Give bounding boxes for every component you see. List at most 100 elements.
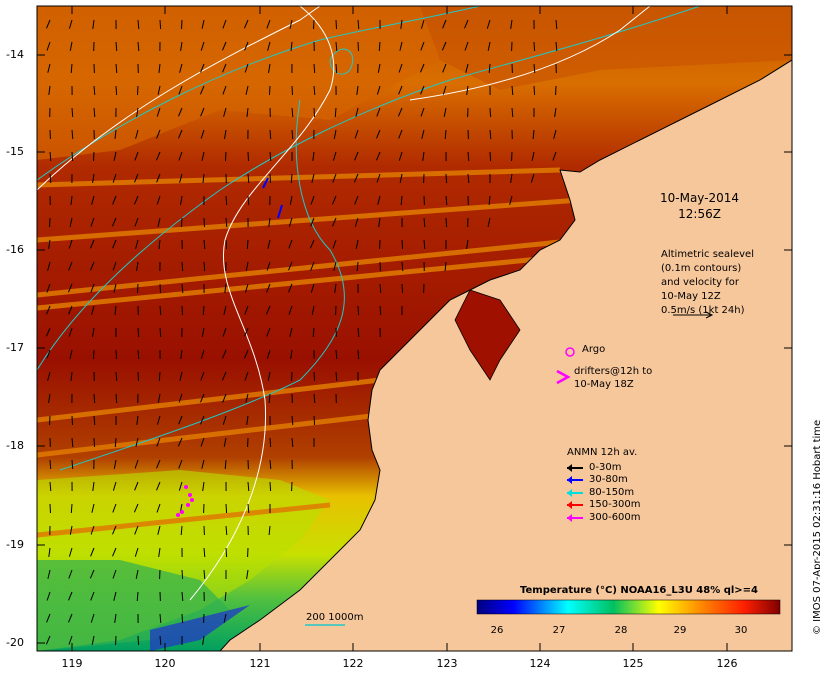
velocity-arrow [203, 217, 205, 228]
velocity-arrow [378, 217, 381, 227]
imos-credit: © IMOS 07-Apr-2015 02:31:16 Hobart time [812, 419, 820, 635]
velocity-arrow [288, 283, 293, 293]
velocity-arrow [222, 63, 227, 73]
anmn-depth-label: 80-150m [589, 486, 635, 498]
velocity-arrow [245, 261, 249, 271]
colorbar-tick: 27 [552, 625, 566, 636]
velocity-arrow [70, 371, 73, 381]
y-tick-label: -18 [6, 439, 24, 452]
velocity-arrow [156, 129, 161, 139]
velocity-arrow [288, 239, 293, 249]
velocity-arrow [46, 41, 51, 51]
velocity-arrow [224, 591, 227, 602]
anmn-legend-item: 300-600m [567, 512, 641, 525]
velocity-arrow [444, 129, 447, 140]
velocity-arrow [68, 261, 73, 271]
velocity-arrow [487, 217, 491, 227]
velocity-arrow [356, 85, 359, 95]
velocity-arrow [179, 63, 183, 73]
velocity-arrow [291, 129, 294, 140]
velocity-arrow [552, 151, 557, 161]
velocity-arrow [68, 547, 73, 557]
observation-date: 10-May-2014 12:56Z [660, 190, 739, 222]
velocity-arrow [420, 41, 425, 51]
drifters-line: drifters@12h to [574, 366, 653, 377]
velocity-arrow [398, 129, 403, 139]
velocity-arrow [156, 503, 161, 513]
velocity-arrow [269, 173, 271, 184]
colorbar-tick: 26 [490, 625, 504, 636]
velocity-arrow [178, 129, 183, 139]
velocity-arrow [246, 415, 249, 425]
velocity-arrow [376, 85, 381, 95]
scale-bar-label: 200 1000m [306, 612, 364, 623]
velocity-arrow [223, 107, 227, 117]
velocity-arrow [379, 305, 382, 316]
velocity-arrow [70, 63, 73, 74]
velocity-arrow [533, 41, 536, 52]
velocity-arrow [268, 217, 271, 227]
velocity-arrow [357, 19, 360, 30]
altimetry-line: 10-May 12Z [661, 291, 721, 302]
velocity-arrow [181, 217, 183, 228]
velocity-arrow [269, 459, 272, 470]
x-tick-label: 122 [342, 657, 364, 670]
velocity-arrow [247, 503, 250, 514]
velocity-arrow [489, 151, 492, 162]
velocity-arrow [333, 261, 337, 271]
velocity-arrow [288, 261, 293, 271]
velocity-arrow [137, 327, 140, 338]
velocity-arrow [554, 107, 557, 117]
velocity-arrow [159, 19, 162, 30]
velocity-arrow [291, 437, 294, 448]
velocity-arrow [93, 437, 95, 448]
velocity-arrow [332, 151, 337, 161]
velocity-arrow [203, 547, 206, 558]
velocity-arrow [46, 305, 51, 315]
velocity-arrow [68, 613, 73, 623]
y-tick-label: -15 [6, 145, 24, 158]
velocity-arrow [178, 459, 183, 469]
velocity-arrow [222, 327, 227, 337]
velocity-arrow [112, 525, 117, 535]
velocity-arrow [401, 261, 404, 272]
velocity-arrow [247, 481, 250, 492]
map-frame [36, 5, 793, 652]
velocity-arrow [313, 63, 316, 74]
velocity-arrow [46, 19, 51, 29]
velocity-arrow [376, 151, 381, 161]
velocity-arrow [156, 173, 161, 183]
velocity-arrow [354, 129, 359, 139]
velocity-arrow [181, 283, 184, 294]
velocity-arrow [134, 459, 139, 469]
velocity-arrow [133, 503, 139, 513]
velocity-arrow [135, 239, 139, 249]
velocity-arrow [357, 41, 359, 52]
x-tick-label: 125 [622, 657, 644, 670]
velocity-arrow [134, 547, 139, 557]
velocity-arrow [93, 85, 96, 96]
velocity-arrow [112, 261, 117, 271]
velocity-arrow [159, 327, 162, 338]
velocity-arrow [313, 371, 316, 382]
velocity-arrow [420, 63, 425, 73]
velocity-arrow [180, 525, 183, 536]
velocity-arrow [46, 613, 51, 623]
velocity-arrow [134, 195, 139, 205]
velocity-arrow [309, 239, 315, 249]
velocity-arrow [488, 195, 491, 206]
velocity-arrow [68, 635, 73, 645]
velocity-arrow [90, 591, 95, 601]
velocity-arrow [225, 547, 228, 558]
velocity-scale-arrowhead [705, 311, 714, 319]
velocity-arrow [266, 19, 271, 29]
anmn-legend-item: 0-30m [567, 462, 641, 475]
velocity-arrow [112, 195, 117, 205]
velocity-arrow [91, 503, 95, 513]
velocity-arrow [354, 151, 359, 161]
velocity-arrow [269, 151, 272, 162]
velocity-arrow [200, 393, 205, 403]
velocity-arrow [310, 261, 315, 271]
velocity-arrow [200, 437, 205, 447]
velocity-arrow [422, 151, 425, 161]
